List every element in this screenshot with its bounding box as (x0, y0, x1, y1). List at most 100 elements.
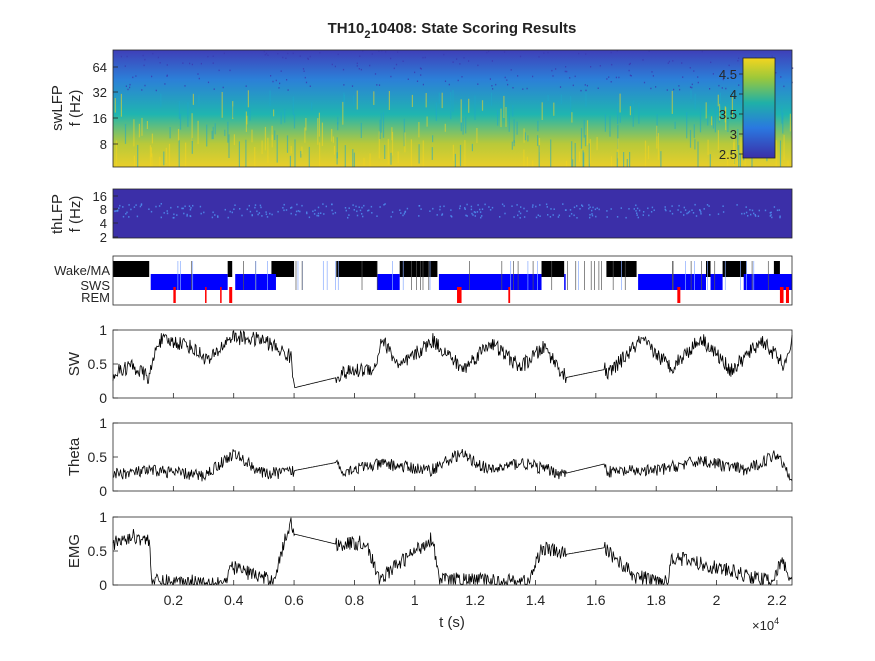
swlfp-streak (497, 110, 499, 126)
thlfp-speck (477, 204, 479, 206)
thlfp-speck (459, 207, 461, 210)
thlfp-speck (709, 214, 711, 216)
thlfp-ytick-label: 8 (100, 202, 107, 217)
swlfp-streak (435, 102, 437, 121)
swlfp-streak (583, 119, 585, 138)
swlfp-streak (656, 125, 658, 149)
swlfp-streak (247, 90, 249, 108)
thlfp-speck (754, 214, 756, 216)
thlfp-speck (501, 203, 504, 206)
swlfp-speck (356, 65, 358, 67)
thlfp-speck (751, 209, 754, 212)
swlfp-streak (138, 123, 140, 138)
swlfp-streak (337, 122, 339, 131)
swlfp-speck (207, 55, 209, 58)
swlfp-speck (267, 54, 269, 56)
thlfp-speck (383, 204, 385, 206)
swlfp-speck (390, 75, 392, 78)
thlfp-speck (148, 208, 150, 210)
thlfp-speck (635, 204, 637, 207)
swlfp-ytick-label: 16 (93, 111, 107, 126)
thlfp-speck (695, 215, 698, 217)
swlfp-streak (738, 145, 740, 167)
swlfp-speck (144, 84, 146, 87)
thlfp-speck (598, 208, 600, 211)
swlfp-speck (507, 83, 509, 86)
swlfp-streak (269, 90, 271, 106)
swlfp-speck (618, 76, 620, 79)
colorbar-tick-label: 2.5 (719, 147, 737, 162)
thlfp-speck (473, 211, 476, 213)
swlfp-speck (629, 74, 631, 77)
emg-ytick-label: 0 (99, 577, 107, 593)
state-bar-rem (457, 287, 462, 303)
swlfp-speck (299, 55, 301, 57)
state-bar-sws (377, 274, 400, 290)
thlfp-speck (764, 209, 767, 212)
swlfp-streak (579, 151, 581, 163)
swlfp-speck (628, 63, 630, 66)
thlfp-speck (680, 211, 682, 213)
state-bar-wake (227, 261, 233, 277)
thlfp-speck (277, 210, 279, 213)
thlfp-speck (119, 204, 121, 207)
swlfp-streak (289, 155, 291, 167)
swlfp-streak (547, 95, 549, 102)
state-bar-rem (785, 287, 789, 303)
thlfp-speck (371, 212, 373, 214)
thlfp-speck (217, 216, 219, 218)
swlfp-speck (212, 55, 214, 57)
thlfp-speck (594, 208, 597, 211)
thlfp-speck (558, 214, 560, 217)
state-bar-sws (638, 274, 706, 290)
swlfp-streak (146, 121, 148, 129)
swlfp-streak (224, 129, 226, 136)
thlfp-speck (128, 216, 130, 218)
thlfp-speck (671, 205, 673, 207)
swlfp-speck (468, 60, 470, 62)
swlfp-speck (184, 85, 186, 87)
thlfp-speck (344, 207, 347, 209)
thlfp-speck (526, 210, 528, 212)
swlfp-speck (207, 81, 210, 84)
swlfp-streak (271, 134, 273, 148)
swlfp-streak (178, 140, 180, 167)
swlfp-speck (722, 78, 724, 81)
thlfp-speck (314, 209, 316, 212)
thlfp-speck (160, 216, 162, 219)
swlfp-speck (673, 88, 675, 91)
thlfp-speck (776, 209, 779, 212)
swlfp-streak (724, 106, 726, 123)
swlfp-speck (127, 88, 129, 91)
thlfp-speck (745, 206, 747, 208)
swlfp-streak (271, 125, 273, 140)
swlfp-streak (120, 93, 122, 117)
swlfp-streak (317, 118, 319, 145)
thlfp-speck (547, 214, 549, 216)
swlfp-speck (125, 85, 127, 87)
swlfp-streak (422, 140, 424, 167)
swlfp-speck (292, 52, 294, 55)
thlfp-speck (391, 211, 394, 213)
thlfp-speck (248, 204, 250, 207)
thlfp-speck (671, 212, 674, 215)
swlfp-speck (737, 60, 739, 62)
thlfp-speck (474, 215, 476, 217)
swlfp-speck (218, 69, 220, 72)
thlfp-speck (432, 207, 434, 210)
swlfp-speck (565, 66, 567, 68)
thlfp-speck (669, 210, 671, 212)
swlfp-streak (387, 138, 389, 165)
swlfp-streak (211, 130, 213, 140)
sw-ytick-label: 1 (99, 322, 107, 338)
swlfp-streak (707, 118, 709, 126)
swlfp-speck (385, 51, 387, 53)
thlfp-speck (347, 216, 349, 219)
x-tick-label: 1.8 (646, 592, 666, 608)
swlfp-spectrogram-texture (114, 50, 794, 167)
thlfp-speck (418, 215, 420, 217)
swlfp-streak (733, 142, 735, 166)
thlfp-speck (348, 207, 350, 209)
swlfp-streak (538, 145, 540, 167)
thlfp-speck (116, 210, 119, 212)
